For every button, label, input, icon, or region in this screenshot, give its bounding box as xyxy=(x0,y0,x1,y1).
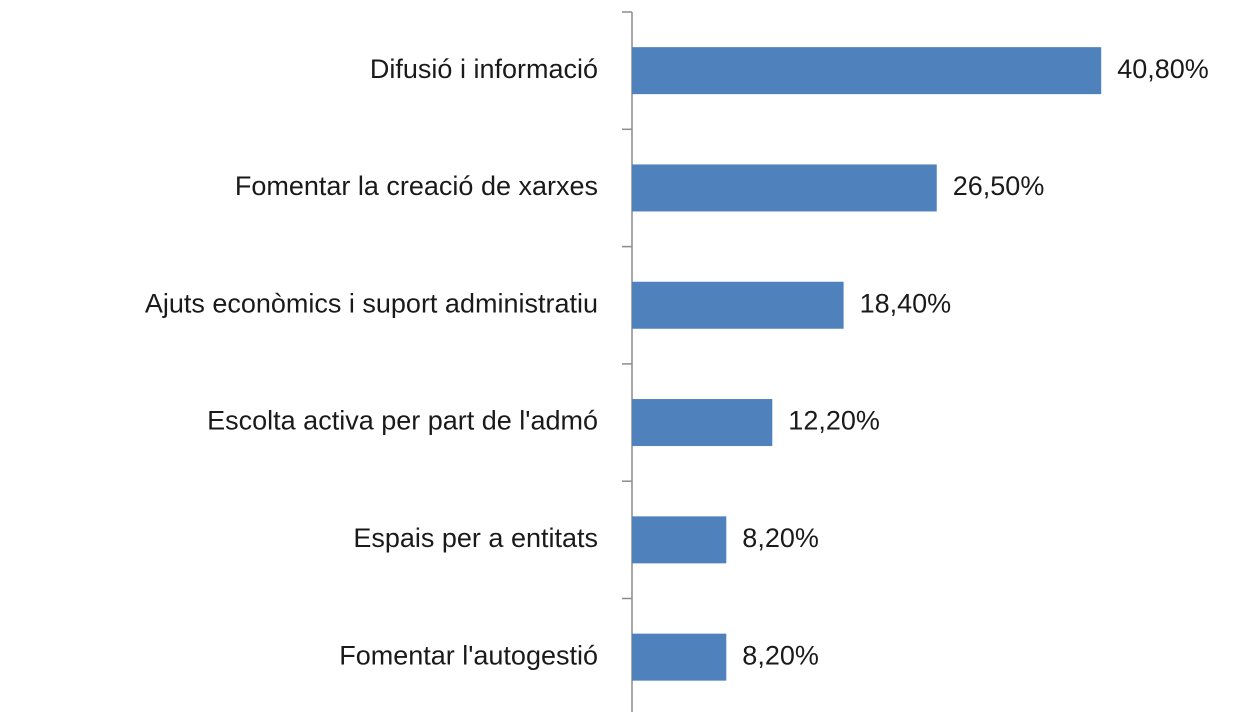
category-label: Difusió i informació xyxy=(370,54,598,84)
category-label: Ajuts econòmics i suport administratiu xyxy=(145,288,598,318)
category-label: Fomentar l'autogestió xyxy=(339,640,598,670)
bar xyxy=(632,164,937,212)
value-label: 8,20% xyxy=(742,523,819,553)
bar xyxy=(632,281,844,329)
bar xyxy=(632,399,773,447)
value-label: 18,40% xyxy=(860,288,952,318)
value-label: 26,50% xyxy=(953,171,1045,201)
value-label: 12,20% xyxy=(788,406,880,436)
bar xyxy=(632,47,1102,95)
bar xyxy=(632,516,727,564)
bar xyxy=(632,633,727,681)
value-label: 40,80% xyxy=(1117,54,1209,84)
category-label: Espais per a entitats xyxy=(353,523,598,553)
category-label: Escolta activa per part de l'admó xyxy=(207,406,598,436)
value-label: 8,20% xyxy=(742,640,819,670)
category-label: Fomentar la creació de xarxes xyxy=(235,171,598,201)
